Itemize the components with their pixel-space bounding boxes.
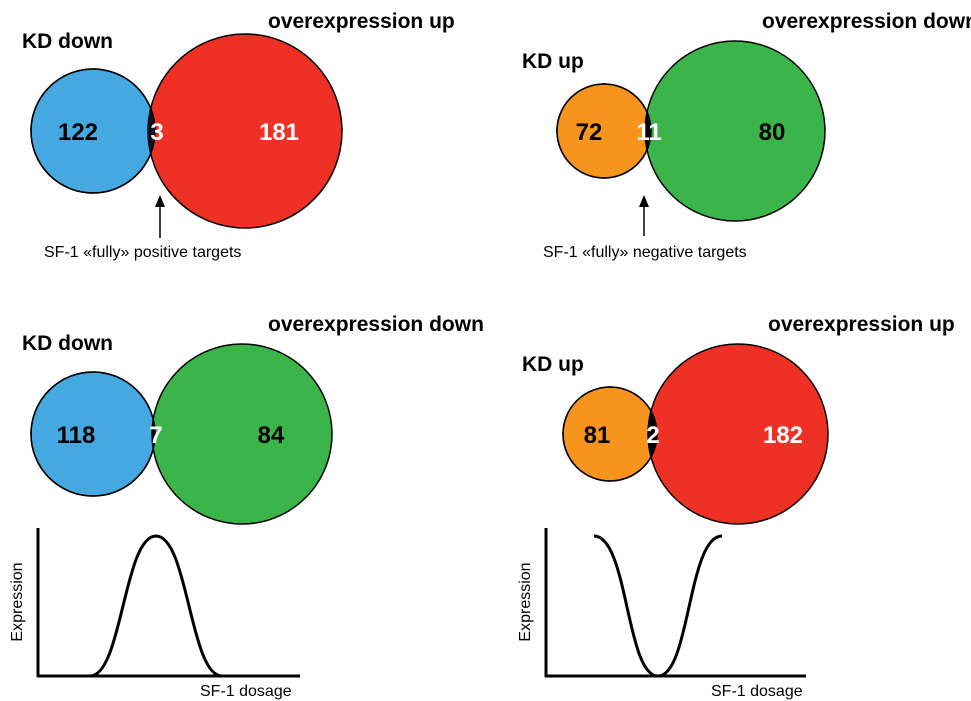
kd-up-outline [562, 386, 658, 482]
kd-down-outline [30, 68, 156, 194]
dosage-curve-peak: Expression SF-1 dosage [9, 528, 300, 700]
overexpression-up-circle [147, 33, 343, 229]
kd-down-outline [30, 371, 156, 497]
right-only-count: 84 [258, 422, 285, 449]
left-set-label: KD up [522, 50, 584, 73]
right-only-count: 182 [763, 422, 803, 449]
x-axis-label: SF-1 dosage [200, 683, 292, 700]
left-only-count: 122 [58, 119, 98, 146]
annotation-text: SF-1 «fully» negative targets [543, 244, 747, 261]
left-only-count: 81 [584, 422, 611, 449]
left-set-label: KD down [22, 30, 113, 53]
left-only-count: 72 [576, 119, 603, 146]
right-only-count: 181 [259, 119, 299, 146]
overlap-count: 3 [150, 119, 163, 146]
venn-kd-down-overexpression-up: KD down overexpression up 122 3 181 SF-1… [22, 10, 455, 261]
overlap-count: 2 [646, 422, 659, 449]
annotation-arrowhead [639, 195, 649, 207]
venn-kd-down-overexpression-down: KD down overexpression down 118 7 84 [22, 313, 484, 525]
y-axis-label: Expression [9, 562, 26, 641]
left-set-label: KD up [522, 353, 584, 376]
venn-kd-up-overexpression-up: KD up overexpression up 81 2 182 [522, 313, 955, 525]
overlap-count: 11 [636, 119, 661, 146]
inverted-bell-curve [593, 534, 723, 678]
annotation-text: SF-1 «fully» positive targets [44, 244, 241, 261]
y-axis-label: Expression [517, 562, 534, 641]
right-only-count: 80 [759, 119, 786, 146]
right-set-label: overexpression down [762, 10, 971, 33]
bell-curve [89, 534, 223, 678]
overexpression-down-circle [644, 40, 826, 222]
annotation-arrowhead [155, 195, 165, 207]
right-set-label: overexpression up [768, 313, 955, 336]
overexpression-down-circle [151, 343, 333, 525]
overlap-count: 7 [149, 422, 162, 449]
right-set-label: overexpression down [268, 313, 484, 336]
left-set-label: KD down [22, 332, 113, 355]
dosage-curve-trough: Expression SF-1 dosage [517, 528, 806, 700]
left-only-count: 118 [57, 422, 96, 449]
x-axis-label: SF-1 dosage [711, 683, 803, 700]
venn-kd-up-overexpression-down: KD up overexpression down 72 11 80 SF-1 … [522, 10, 971, 261]
kd-up-outline [556, 83, 652, 179]
right-set-label: overexpression up [268, 10, 455, 33]
